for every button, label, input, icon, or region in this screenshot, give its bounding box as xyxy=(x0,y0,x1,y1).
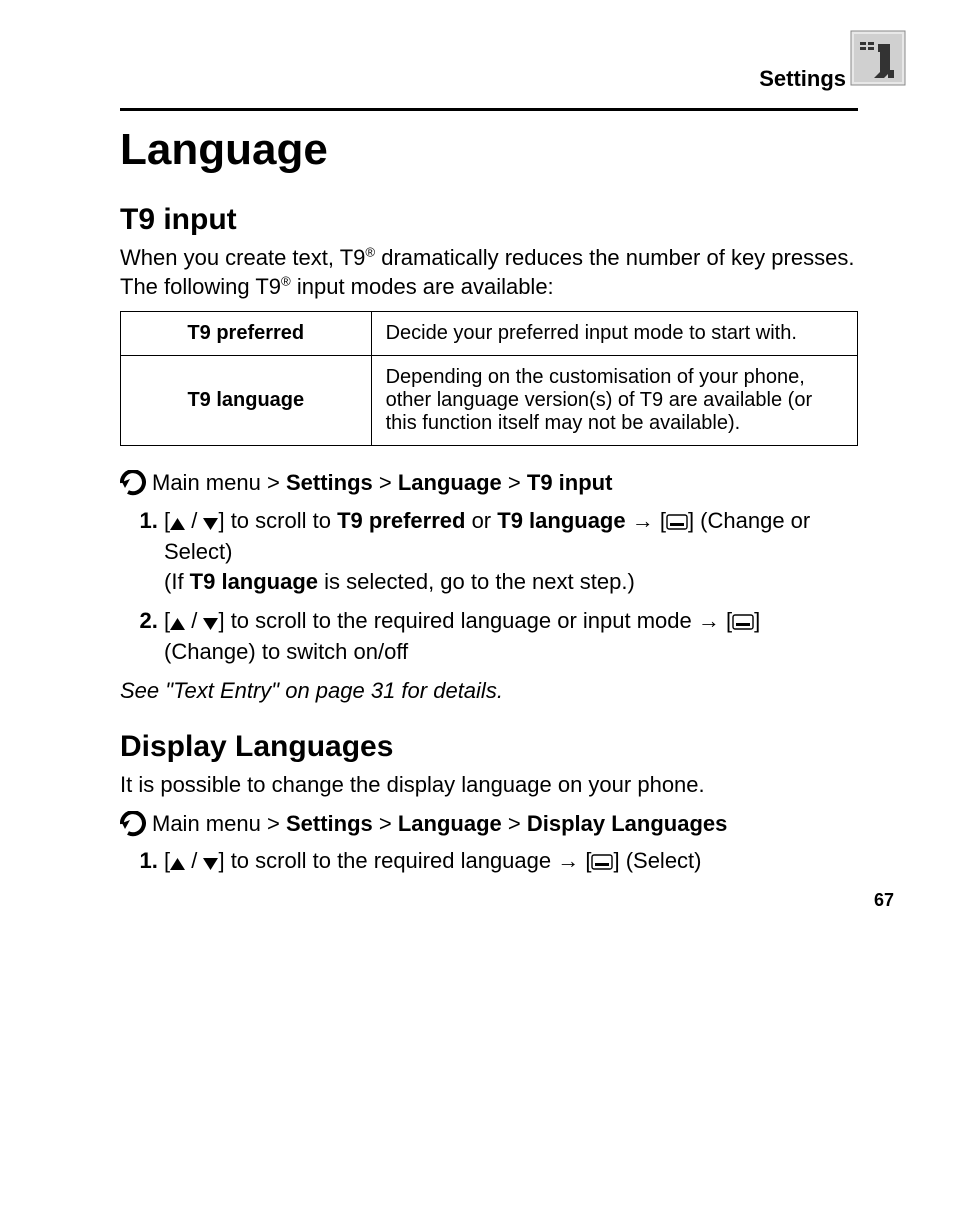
t9-options-table: T9 preferred Decide your preferred input… xyxy=(120,311,858,446)
settings-tool-icon xyxy=(850,30,906,86)
step-text: or xyxy=(465,508,497,533)
slash: / xyxy=(185,508,203,533)
down-arrow-icon xyxy=(203,858,218,870)
nav-seg: Display Languages xyxy=(527,811,728,836)
nav-text: Main menu > Settings > Language > T9 inp… xyxy=(152,468,612,498)
slash: / xyxy=(185,848,203,873)
header-section-label: Settings xyxy=(759,66,846,92)
table-row: T9 language Depending on the customisati… xyxy=(121,356,858,446)
page-number: 67 xyxy=(874,890,894,911)
nav-seg: T9 input xyxy=(527,470,613,495)
nav-seg: Language xyxy=(398,811,502,836)
step-bold: T9 language xyxy=(190,569,318,594)
t9-intro-1: When you create text, T9 xyxy=(120,245,365,270)
softkey-icon xyxy=(591,854,613,870)
nav-gt: > xyxy=(379,470,392,495)
step-text: ] (Select) xyxy=(613,848,701,873)
step-bold: T9 preferred xyxy=(337,508,465,533)
display-intro: It is possible to change the display lan… xyxy=(120,770,858,799)
down-arrow-icon xyxy=(203,518,218,530)
nav-text: Main menu > Settings > Language > Displa… xyxy=(152,809,727,839)
up-arrow-icon xyxy=(170,618,185,630)
step-text: is selected, go to the next step.) xyxy=(318,569,635,594)
t9-intro-3: input modes are available: xyxy=(291,274,554,299)
nav-gt: > xyxy=(508,470,521,495)
table-row: T9 preferred Decide your preferred input… xyxy=(121,312,858,356)
step-text: → [ xyxy=(626,508,666,533)
step-text: (If xyxy=(164,569,190,594)
t9-language-key: T9 language xyxy=(121,356,372,446)
step-item: [ / ] to scroll to the required language… xyxy=(164,606,858,668)
t9-preferred-desc: Decide your preferred input mode to star… xyxy=(371,312,857,356)
nav-gt: > xyxy=(267,811,280,836)
page-title: Language xyxy=(120,125,858,175)
display-steps: [ / ] to scroll to the required language… xyxy=(120,846,858,877)
t9-steps: [ / ] to scroll to T9 preferred or T9 la… xyxy=(120,506,858,668)
up-arrow-icon xyxy=(170,858,185,870)
softkey-icon xyxy=(732,614,754,630)
nav-gt: > xyxy=(379,811,392,836)
down-arrow-icon xyxy=(203,618,218,630)
t9-preferred-key: T9 preferred xyxy=(121,312,372,356)
t9-note: See "Text Entry" on page 31 for details. xyxy=(120,678,858,704)
nav-seg: Main menu xyxy=(152,470,261,495)
page-header: Settings xyxy=(120,48,858,108)
header-rule xyxy=(120,108,858,111)
nav-seg: Settings xyxy=(286,811,373,836)
t9-heading: T9 input xyxy=(120,203,858,237)
step-item: [ / ] to scroll to T9 preferred or T9 la… xyxy=(164,506,858,598)
display-nav-path: Main menu > Settings > Language > Displa… xyxy=(120,809,858,839)
nav-seg: Settings xyxy=(286,470,373,495)
slash: / xyxy=(185,608,203,633)
t9-intro: When you create text, T9® dramatically r… xyxy=(120,243,858,301)
t9-language-desc: Depending on the customisation of your p… xyxy=(371,356,857,446)
step-text: ] to scroll to xyxy=(218,508,337,533)
nav-gt: > xyxy=(267,470,280,495)
t9-nav-path: Main menu > Settings > Language > T9 inp… xyxy=(120,468,858,498)
softkey-icon xyxy=(666,514,688,530)
step-bold: T9 language xyxy=(497,508,625,533)
nav-gt: > xyxy=(508,811,521,836)
step-item: [ / ] to scroll to the required language… xyxy=(164,846,858,877)
step-text: ] to scroll to the required language or … xyxy=(218,608,732,633)
nav-seg: Main menu xyxy=(152,811,261,836)
nav-arrow-icon xyxy=(120,470,146,496)
display-heading: Display Languages xyxy=(120,730,858,764)
nav-seg: Language xyxy=(398,470,502,495)
registered-mark: ® xyxy=(281,274,291,289)
up-arrow-icon xyxy=(170,518,185,530)
step-text: ] to scroll to the required language → [ xyxy=(218,848,591,873)
nav-arrow-icon xyxy=(120,811,146,837)
registered-mark: ® xyxy=(365,245,375,260)
